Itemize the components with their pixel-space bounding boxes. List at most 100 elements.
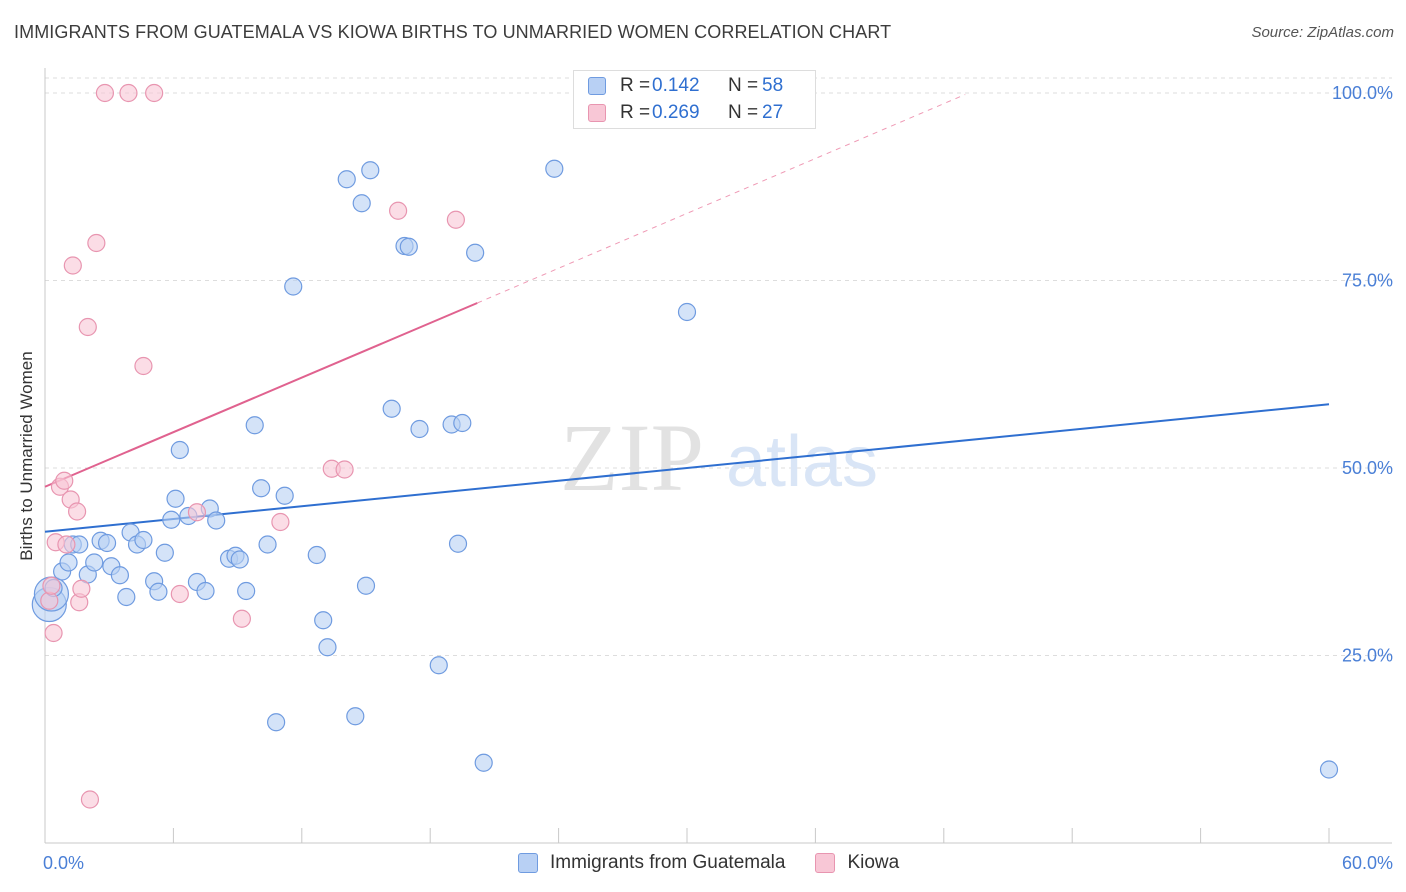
data-point-guatemala — [275, 486, 294, 505]
data-point-guatemala — [410, 419, 429, 439]
n-value: 27 — [762, 102, 784, 123]
pink-swatch-icon — [588, 104, 606, 122]
data-point-guatemala — [117, 587, 136, 607]
data-point-guatemala — [230, 550, 249, 569]
data-point-kiowa — [87, 233, 106, 253]
y-tick-label: 25.0% — [1342, 646, 1393, 666]
trend-line-guatemala — [44, 403, 1330, 533]
legend-label-kiowa: Kiowa — [847, 852, 900, 873]
data-point-guatemala — [474, 753, 493, 772]
data-point-kiowa — [389, 201, 408, 220]
data-point-guatemala — [352, 194, 371, 213]
data-point-guatemala — [1319, 760, 1339, 779]
data-point-kiowa — [72, 579, 91, 598]
data-point-guatemala — [399, 237, 418, 256]
data-point-kiowa — [40, 591, 59, 610]
stats-legend-row-guatemala: R = 0.142 N = 58 — [588, 74, 783, 98]
data-point-guatemala — [134, 530, 153, 550]
trend-line-kiowa — [44, 302, 478, 488]
y-tick-label: 100.0% — [1332, 83, 1393, 103]
data-point-guatemala — [545, 159, 564, 178]
data-point-guatemala — [110, 566, 130, 585]
watermark-zip: ZIP — [560, 404, 704, 511]
data-point-guatemala — [196, 581, 215, 601]
data-point-guatemala — [314, 611, 333, 630]
data-point-guatemala — [346, 707, 365, 726]
legend-item-kiowa[interactable]: Kiowa — [815, 852, 899, 874]
data-point-guatemala — [155, 543, 174, 562]
data-point-guatemala — [258, 535, 277, 554]
blue-swatch-icon — [518, 853, 538, 873]
data-point-guatemala — [448, 534, 468, 553]
y-tick-label: 75.0% — [1342, 271, 1393, 291]
data-point-guatemala — [318, 638, 337, 657]
data-point-guatemala — [382, 399, 401, 418]
data-point-guatemala — [85, 553, 104, 572]
n-label: N = — [728, 75, 759, 96]
data-point-guatemala — [170, 440, 189, 460]
data-point-kiowa — [67, 502, 87, 521]
r-label: R = — [620, 75, 651, 96]
data-point-guatemala — [429, 656, 448, 675]
data-point-kiowa — [187, 503, 207, 522]
data-point-guatemala — [453, 413, 472, 433]
stats-legend-row-kiowa: R = 0.269 N = 27 — [588, 101, 783, 125]
data-point-guatemala — [361, 161, 380, 180]
r-value: 0.142 — [652, 75, 700, 96]
data-point-guatemala — [307, 545, 326, 565]
chart-title: IMMIGRANTS FROM GUATEMALA VS KIOWA BIRTH… — [14, 22, 892, 42]
axes — [44, 68, 1392, 844]
data-points — [31, 83, 1339, 809]
data-point-guatemala — [356, 576, 376, 595]
data-point-guatemala — [207, 511, 226, 530]
blue-swatch-icon — [588, 77, 606, 95]
data-point-guatemala — [162, 510, 181, 529]
r-label: R = — [620, 102, 651, 123]
data-point-kiowa — [42, 576, 61, 595]
r-value: 0.269 — [652, 102, 700, 123]
data-point-guatemala — [59, 553, 78, 572]
data-point-guatemala — [245, 416, 264, 435]
gridlines — [45, 77, 1392, 656]
data-point-guatemala — [267, 713, 286, 732]
data-point-kiowa — [95, 83, 115, 103]
x-tick-label: 60.0% — [1342, 853, 1393, 873]
data-point-kiowa — [57, 535, 76, 554]
data-point-guatemala — [677, 302, 697, 322]
data-point-kiowa — [78, 317, 97, 337]
x-tick-label: 0.0% — [43, 853, 84, 873]
data-point-kiowa — [119, 83, 138, 103]
trend-lines — [44, 94, 1330, 533]
tick-labels: 100.0% 75.0% 50.0% 25.0% 0.0% 60.0% — [43, 83, 1393, 873]
data-point-kiowa — [145, 83, 164, 103]
series-legend: Immigrants from Guatemala Kiowa — [518, 852, 929, 874]
legend-label-guatemala: Immigrants from Guatemala — [550, 852, 786, 873]
n-label: N = — [728, 102, 759, 123]
data-point-guatemala — [166, 489, 185, 508]
legend-item-guatemala[interactable]: Immigrants from Guatemala — [518, 852, 785, 874]
data-point-kiowa — [80, 790, 100, 809]
data-point-kiowa — [446, 210, 465, 229]
data-point-kiowa — [335, 460, 354, 479]
trend-line-kiowa-extension — [477, 94, 966, 304]
data-point-guatemala — [337, 170, 356, 189]
data-point-kiowa — [55, 471, 74, 490]
data-point-guatemala — [237, 581, 256, 601]
data-point-kiowa — [44, 623, 63, 643]
data-point-guatemala — [97, 533, 117, 553]
data-point-kiowa — [271, 512, 290, 532]
data-point-kiowa — [232, 609, 251, 628]
data-point-guatemala — [149, 582, 168, 601]
data-point-kiowa — [170, 584, 189, 604]
data-point-kiowa — [63, 256, 82, 275]
data-point-guatemala — [284, 277, 303, 296]
data-point-kiowa — [134, 356, 153, 376]
stats-legend: R = 0.142 N = 58 R = 0.269 N = 27 — [573, 70, 816, 129]
source-credit: Source: ZipAtlas.com — [1251, 24, 1394, 41]
data-point-guatemala — [252, 479, 271, 498]
y-tick-label: 50.0% — [1342, 458, 1393, 478]
n-value: 58 — [762, 75, 784, 96]
data-point-guatemala — [466, 243, 485, 262]
pink-swatch-icon — [815, 853, 836, 873]
